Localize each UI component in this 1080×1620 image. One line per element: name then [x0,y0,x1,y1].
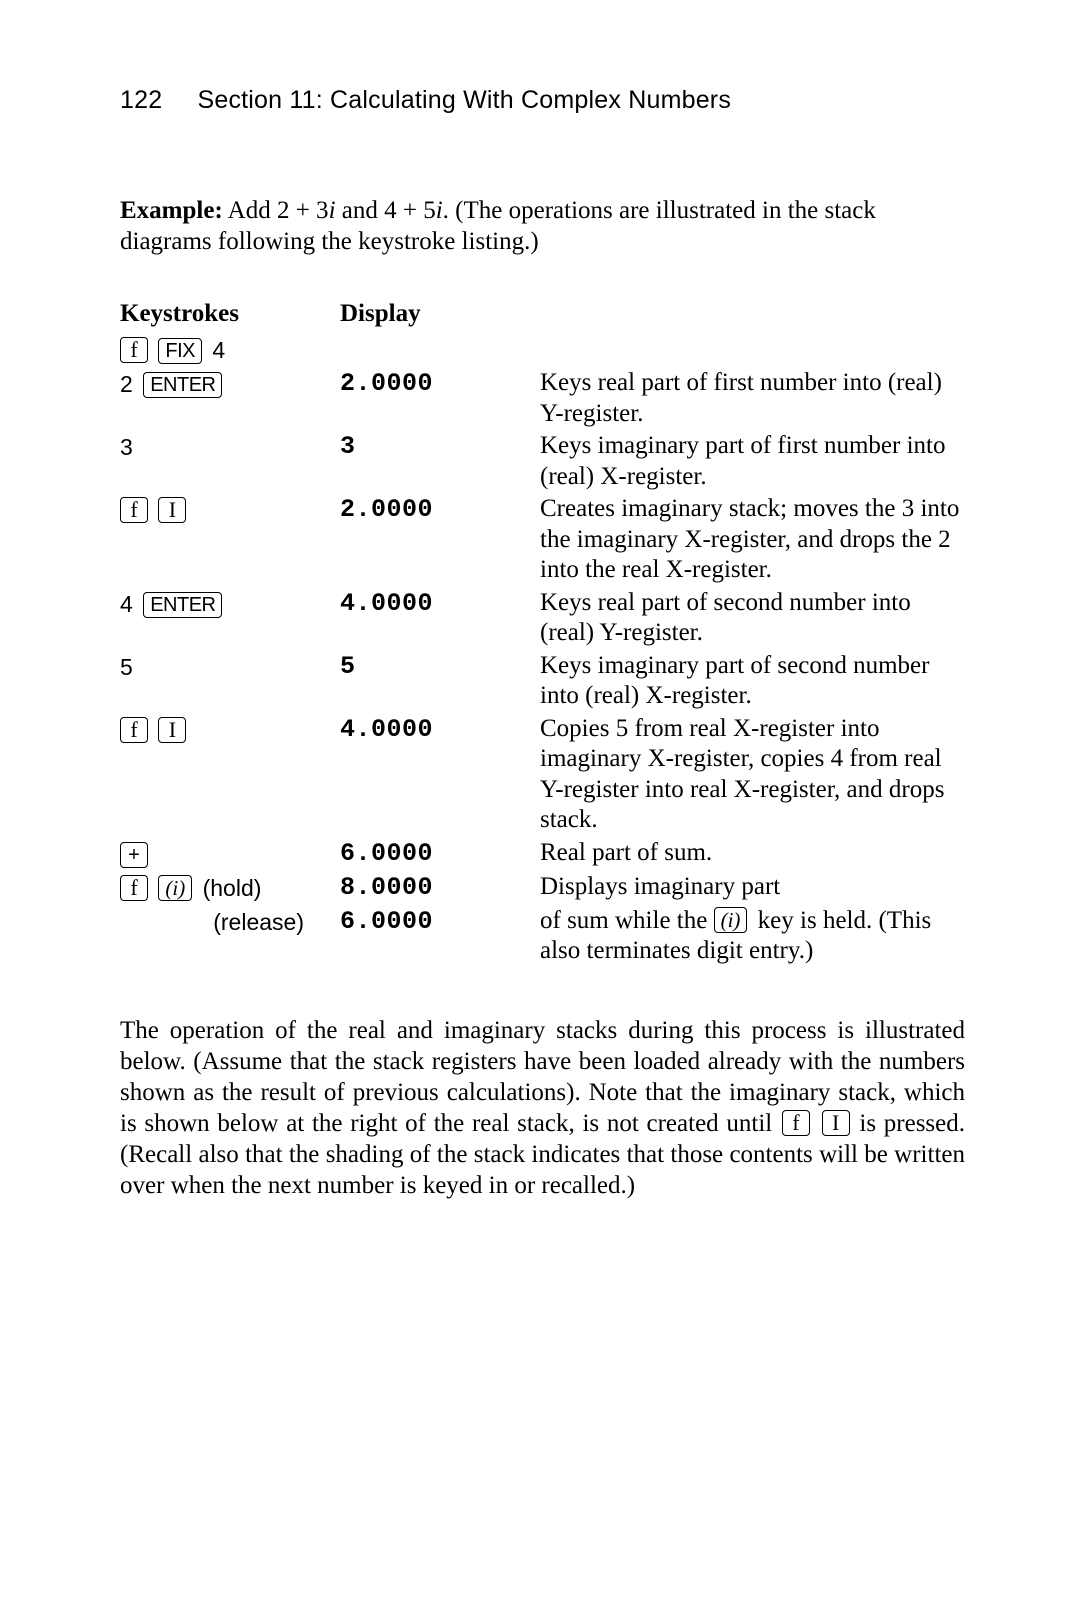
key-fix: FIX [158,338,202,364]
keystrokes-cell: (release) [120,906,340,938]
header-keystrokes: Keystrokes [120,299,340,330]
manual-page: 122 Section 11: Calculating With Complex… [0,0,1080,1620]
explain-cell: of sum while the (i) key is held. (This … [540,906,965,967]
key-i-cap: I [158,497,186,523]
key-enter: ENTER [143,592,222,618]
explain-cell: Keys imaginary part of first number into… [540,431,965,492]
table-row: 5 5 Keys imaginary part of second number… [120,651,965,712]
key-f: f [782,1110,810,1136]
digit-2: 2 [120,371,133,397]
example-text-a: Add 2 + 3 [223,197,329,224]
italic-i: i [436,197,443,224]
page-number: 122 [120,86,162,114]
explain-cell: Copies 5 from real X-register into imagi… [540,714,965,836]
table-row: + 6.0000 Real part of sum. [120,838,965,870]
table-row: f FIX 4 [120,334,965,366]
digit-5: 5 [120,654,133,680]
release-label: (release) [213,909,304,935]
display-cell: 5 [340,651,540,683]
keystrokes-cell: 2 ENTER [120,368,340,400]
page-header: 122 Section 11: Calculating With Complex… [120,85,965,116]
keystrokes-cell: + [120,838,340,870]
keystrokes-cell: f (i) (hold) [120,872,340,904]
explain-cell: Creates imaginary stack; moves the 3 int… [540,494,965,586]
table-row: 3 3 Keys imaginary part of first number … [120,431,965,492]
explain-cell: Real part of sum. [540,838,965,869]
key-i-cap: I [822,1110,850,1136]
digit-4: 4 [120,591,133,617]
display-cell: 3 [340,431,540,463]
keystrokes-cell: f I [120,714,340,746]
digit-4: 4 [212,337,225,363]
digit-3: 3 [120,434,133,460]
key-f: f [120,875,148,901]
example-paragraph: Example: Add 2 + 3i and 4 + 5i. (The ope… [120,196,965,258]
table-row: (release) 6.0000 of sum while the (i) ke… [120,906,965,967]
key-i-paren: (i) [158,875,192,901]
key-i-cap: I [158,717,186,743]
key-f: f [120,497,148,523]
column-headers: Keystrokes Display [120,299,965,330]
keystrokes-cell: f I [120,494,340,526]
display-cell: 6.0000 [340,906,540,938]
example-label: Example: [120,197,223,224]
key-f: f [120,337,148,363]
keystrokes-cell: 4 ENTER [120,588,340,620]
table-row: 4 ENTER 4.0000 Keys real part of second … [120,588,965,649]
display-cell: 8.0000 [340,872,540,904]
table-row: f I 4.0000 Copies 5 from real X-register… [120,714,965,836]
section-title: Section 11: Calculating With Complex Num… [197,86,731,114]
explain-cell: Displays imaginary part [540,872,965,903]
hold-label: (hold) [203,875,262,901]
table-row: 2 ENTER 2.0000 Keys real part of first n… [120,368,965,429]
explain-cell: Keys real part of first number into (rea… [540,368,965,429]
display-cell: 2.0000 [340,368,540,400]
display-cell: 4.0000 [340,714,540,746]
key-enter: ENTER [143,372,222,398]
keystrokes-cell: 3 [120,431,340,463]
keystrokes-cell: 5 [120,651,340,683]
italic-i: i [329,197,336,224]
key-plus: + [120,842,148,868]
table-row: f (i) (hold) 8.0000 Displays imaginary p… [120,872,965,904]
explain-text-a: of sum while the [540,907,714,934]
header-display: Display [340,299,540,330]
keystrokes-cell: f FIX 4 [120,334,340,366]
bottom-paragraph: The operation of the real and imaginary … [120,1015,965,1201]
table-row: f I 2.0000 Creates imaginary stack; move… [120,494,965,586]
explain-cell: Keys imaginary part of second number int… [540,651,965,712]
key-i-paren: (i) [714,907,748,933]
display-cell: 4.0000 [340,588,540,620]
display-cell: 6.0000 [340,838,540,870]
key-f: f [120,717,148,743]
explain-cell: Keys real part of second number into (re… [540,588,965,649]
example-text-b: and 4 + 5 [336,197,436,224]
display-cell: 2.0000 [340,494,540,526]
